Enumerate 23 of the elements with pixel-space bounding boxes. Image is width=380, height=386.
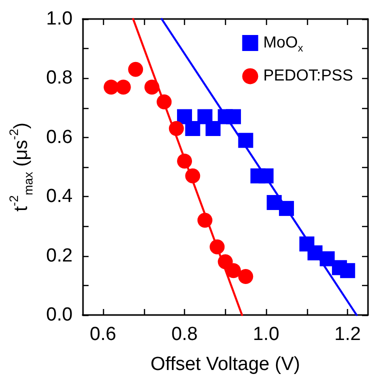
- point: [206, 121, 221, 136]
- y-tick-label: 1.0: [46, 8, 73, 30]
- x-tick-label: 0.6: [90, 324, 116, 345]
- point: [197, 109, 212, 124]
- point: [226, 109, 241, 124]
- y-tick-label: 0.2: [46, 245, 73, 266]
- point: [340, 263, 356, 278]
- legend-label: PEDOT:PSS: [263, 68, 354, 85]
- x-tick-label: 0.8: [171, 324, 198, 345]
- y-tick-label: 0.8: [46, 68, 73, 89]
- x-tick-label: 1.0: [252, 324, 280, 345]
- x-tick-label: 1.2: [334, 324, 361, 345]
- y-tick-label: 0.6: [46, 126, 73, 148]
- point: [238, 269, 254, 284]
- y-tick-label: 0.0: [46, 304, 73, 326]
- point: [104, 80, 119, 95]
- point: [185, 121, 200, 136]
- x-axis-title: Offset Voltage (V): [150, 354, 300, 375]
- point: [226, 263, 241, 278]
- point: [128, 62, 144, 77]
- y-axis-title: t-2max (μs-2): [7, 122, 36, 212]
- point: [116, 80, 131, 95]
- y-tick-label: 0.4: [46, 186, 74, 208]
